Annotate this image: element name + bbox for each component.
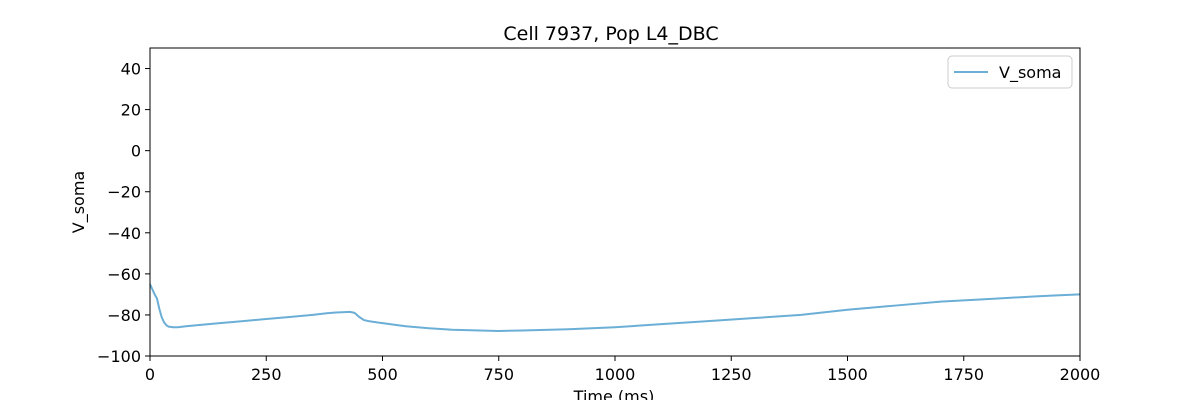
x-tick-label: 1500 (827, 365, 868, 384)
legend-box (947, 55, 1073, 89)
x-tick-label: 0 (145, 365, 155, 384)
y-axis-label: V_soma (69, 171, 89, 233)
x-tick-label: 1750 (943, 365, 984, 384)
y-axis-ticks: −100 −80 −60 −40 −20 0 20 40 (97, 60, 150, 366)
plot-frame (149, 47, 1081, 357)
legend-label-v-soma: V_soma (999, 63, 1061, 83)
y-tick-label: 40 (121, 60, 141, 79)
y-tick-label: −40 (107, 224, 141, 243)
x-tick-label: 2000 (1060, 365, 1101, 384)
x-tick-label: 500 (367, 365, 398, 384)
y-tick-label: −100 (97, 347, 141, 366)
y-tick-label: 0 (131, 142, 141, 161)
x-axis-label: Time (ms) (573, 387, 655, 400)
plot-background (150, 48, 1080, 356)
x-tick-label: 1250 (711, 365, 752, 384)
chart-title: Cell 7937, Pop L4_DBC (503, 23, 718, 45)
y-tick-label: −80 (107, 306, 141, 325)
plot-area: 0 250 500 750 1000 1250 1500 1750 2000 −100 −80 −6… (97, 47, 1100, 384)
series-line-v-soma (149, 283, 1081, 332)
y-tick-label: −60 (107, 265, 141, 284)
legend: V_soma (947, 55, 1073, 89)
y-tick-label: 20 (121, 101, 141, 120)
x-tick-label: 750 (483, 365, 514, 384)
x-tick-label: 250 (251, 365, 282, 384)
y-tick-label: −20 (107, 183, 141, 202)
x-tick-label: 1000 (595, 365, 636, 384)
x-axis-ticks: 0 250 500 750 1000 1250 1500 1750 2000 (145, 356, 1100, 384)
